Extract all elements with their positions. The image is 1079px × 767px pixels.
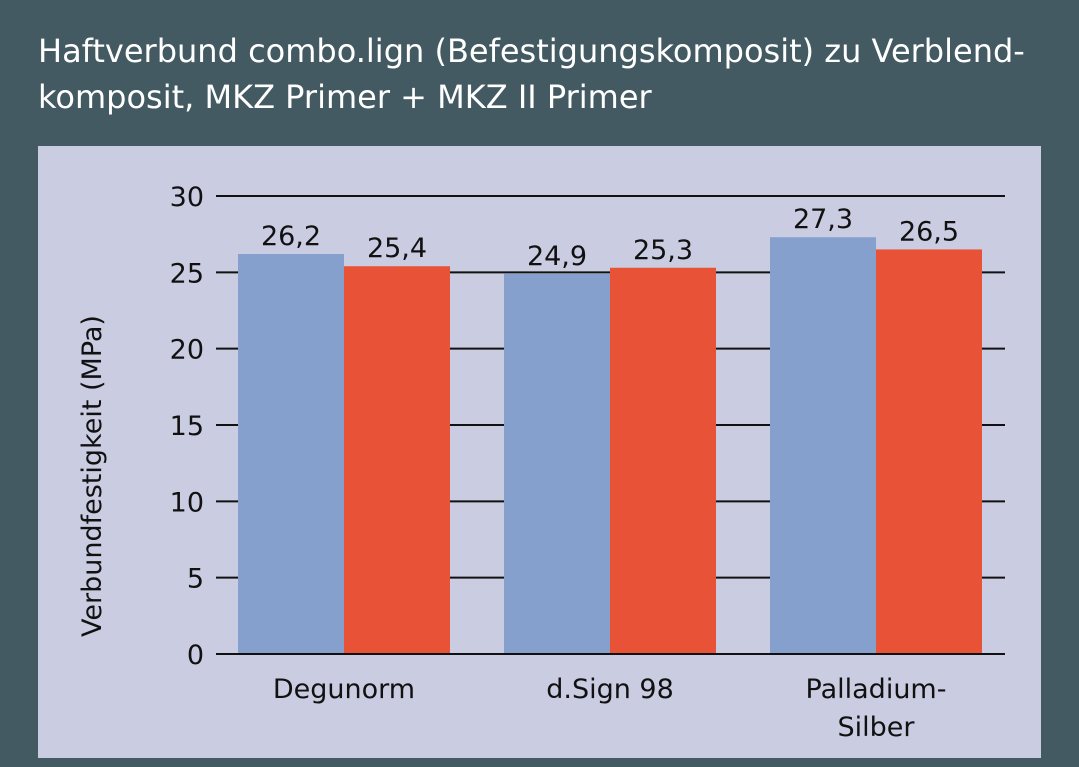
y-tick-label: 0 xyxy=(187,640,204,671)
bar xyxy=(610,267,716,654)
y-axis-label: Verbundfestigkeit (MPa) xyxy=(77,315,108,637)
bars xyxy=(238,237,982,654)
chart-panel: 0 5 10 15 20 25 30 26,2 24,9 27,3 25,4 25,3 26,5 Degu… xyxy=(38,146,1041,758)
y-tick-label: 15 xyxy=(170,411,204,442)
x-tick-label: d.Sign 98 xyxy=(546,674,674,705)
data-label: 27,3 xyxy=(793,204,853,235)
y-tick-label: 30 xyxy=(170,182,204,213)
y-tick-label: 25 xyxy=(170,258,204,289)
data-label: 24,9 xyxy=(527,241,587,272)
bar xyxy=(344,266,450,654)
chart-title: Haftverbund combo.lign (Befestigungskomp… xyxy=(38,32,1025,116)
data-label: 26,2 xyxy=(261,221,321,252)
data-label: 25,3 xyxy=(633,235,693,266)
labels: 0 5 10 15 20 25 30 26,2 24,9 27,3 25,4 25,3 26,5 Degu… xyxy=(170,182,1005,743)
x-tick-label: Silber xyxy=(838,712,916,743)
x-tick-label: Degunorm xyxy=(273,674,415,705)
bar xyxy=(238,254,344,654)
y-tick-label: 10 xyxy=(170,487,204,518)
x-tick-label: Palladium- xyxy=(806,674,947,705)
y-tick-label: 20 xyxy=(170,335,204,366)
data-label: 26,5 xyxy=(899,216,959,247)
data-label: 25,4 xyxy=(367,233,427,264)
bar xyxy=(876,249,982,654)
bar xyxy=(770,237,876,654)
bar xyxy=(504,273,610,654)
bar-chart: 0 5 10 15 20 25 30 26,2 24,9 27,3 25,4 25,3 26,5 Degu… xyxy=(77,182,1005,743)
y-tick-label: 5 xyxy=(187,564,204,595)
